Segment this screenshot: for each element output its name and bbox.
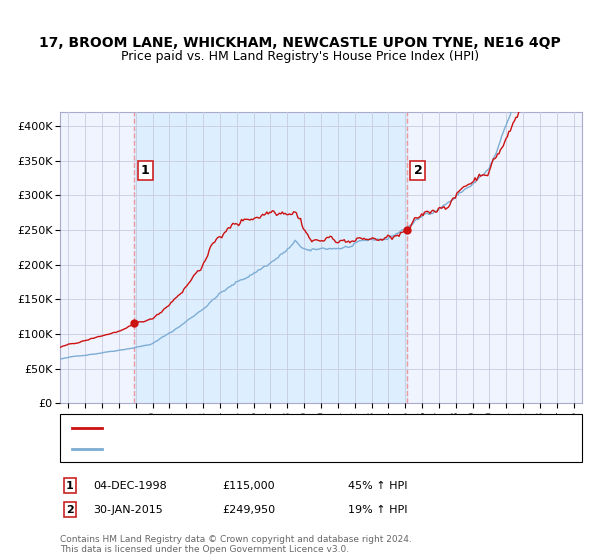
Text: HPI: Average price, detached house, Gateshead: HPI: Average price, detached house, Gate…	[108, 444, 358, 454]
Text: 2: 2	[66, 505, 74, 515]
Text: £115,000: £115,000	[222, 480, 275, 491]
Bar	[134, 112, 407, 403]
Text: 1: 1	[141, 164, 149, 177]
Text: 45% ↑ HPI: 45% ↑ HPI	[348, 480, 407, 491]
Text: 17, BROOM LANE, WHICKHAM, NEWCASTLE UPON TYNE, NE16 4QP: 17, BROOM LANE, WHICKHAM, NEWCASTLE UPON…	[39, 36, 561, 50]
Text: 19% ↑ HPI: 19% ↑ HPI	[348, 505, 407, 515]
Text: 1: 1	[66, 480, 74, 491]
Text: £249,950: £249,950	[222, 505, 275, 515]
Text: 17, BROOM LANE, WHICKHAM, NEWCASTLE UPON TYNE, NE16 4QP (detached house): 17, BROOM LANE, WHICKHAM, NEWCASTLE UPON…	[108, 423, 551, 433]
Text: 30-JAN-2015: 30-JAN-2015	[93, 505, 163, 515]
Text: Price paid vs. HM Land Registry's House Price Index (HPI): Price paid vs. HM Land Registry's House …	[121, 50, 479, 63]
Text: 04-DEC-1998: 04-DEC-1998	[93, 480, 167, 491]
Text: 2: 2	[413, 164, 422, 177]
Text: Contains HM Land Registry data © Crown copyright and database right 2024.
This d: Contains HM Land Registry data © Crown c…	[60, 535, 412, 554]
